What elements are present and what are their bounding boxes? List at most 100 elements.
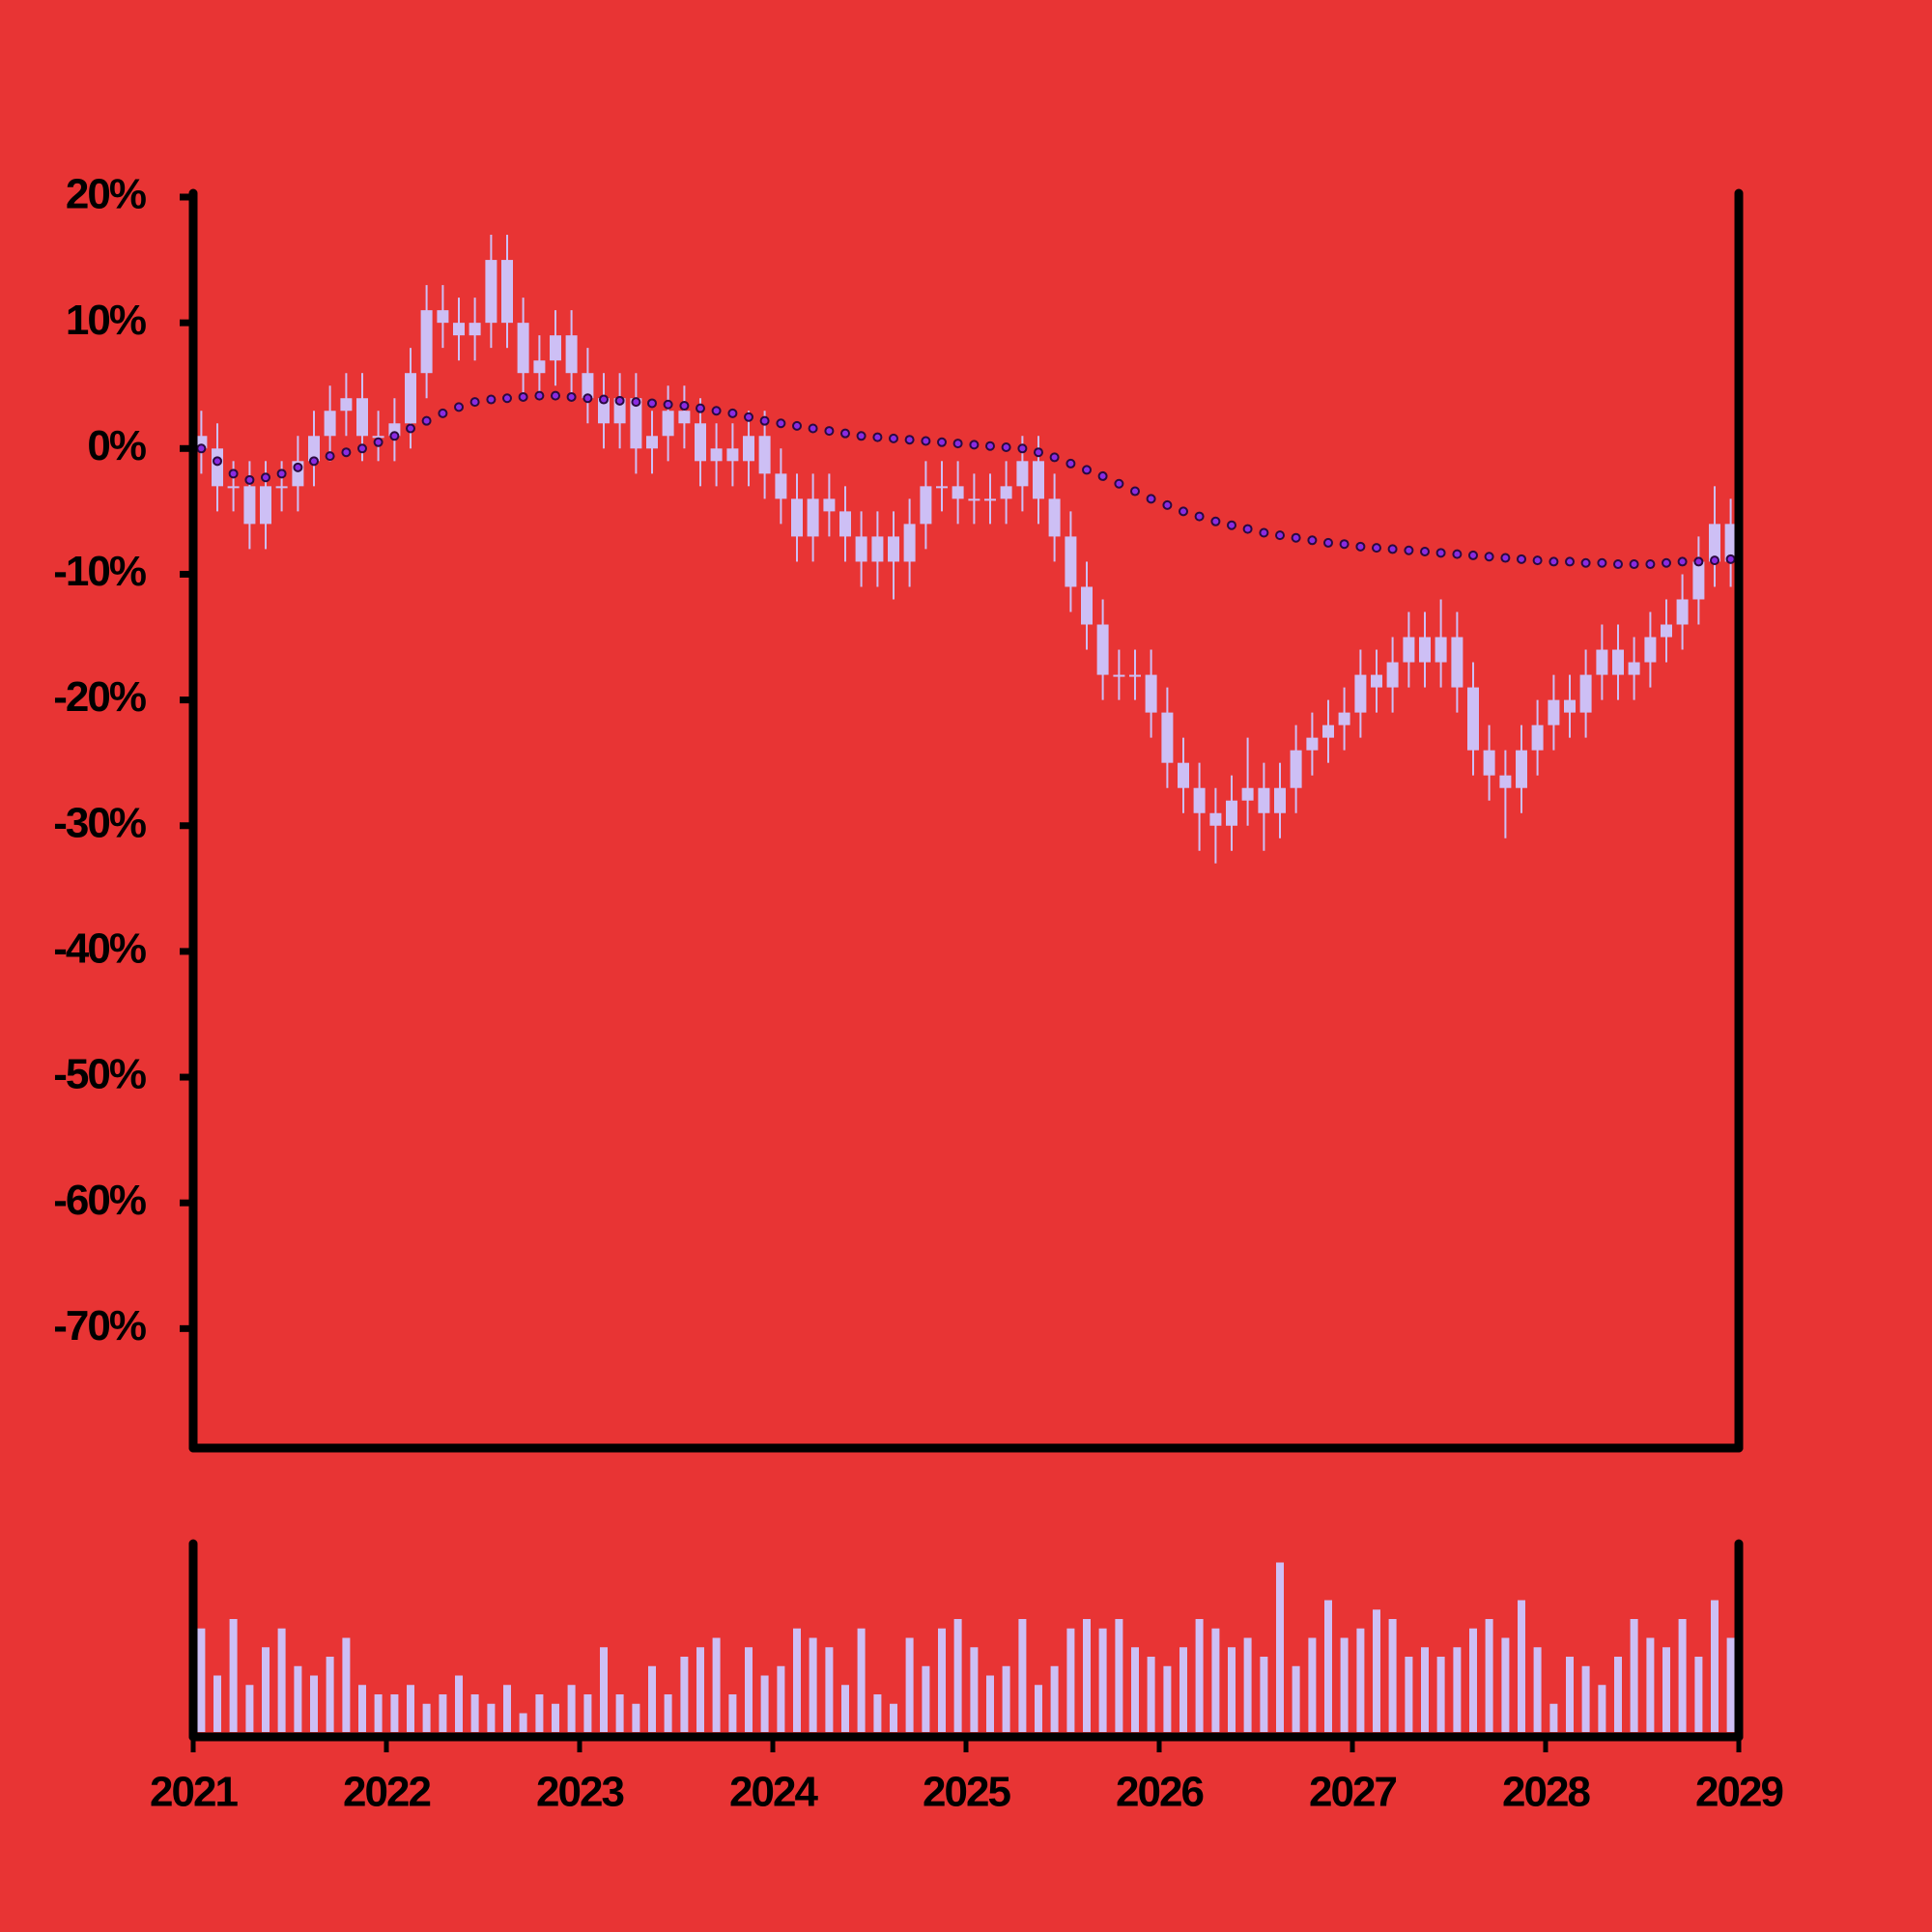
volume-bar — [922, 1665, 930, 1732]
volume-bar — [712, 1637, 721, 1732]
moving-average-point — [1065, 458, 1076, 469]
moving-average-point — [696, 403, 705, 413]
moving-average-point — [551, 390, 560, 401]
candle-body — [775, 473, 787, 499]
volume-bar — [1581, 1665, 1590, 1732]
moving-average-point — [454, 402, 464, 412]
moving-average-point — [1339, 539, 1350, 550]
x-tick-label: 2022 — [343, 1769, 430, 1816]
candle-body — [743, 436, 754, 462]
candle-body — [275, 486, 288, 489]
candle-body — [1483, 750, 1495, 776]
candle-body — [695, 423, 706, 462]
candle-body — [437, 310, 449, 324]
y-tick-label: -30% — [53, 799, 146, 846]
moving-average-point — [1387, 544, 1398, 554]
moving-average-point — [840, 428, 850, 439]
volume-bar — [1436, 1657, 1445, 1732]
moving-average-point — [1710, 555, 1719, 566]
volume-bar — [390, 1694, 399, 1732]
candle-body — [662, 411, 674, 437]
volume-bar — [857, 1628, 866, 1732]
volume-bar — [1469, 1628, 1477, 1732]
moving-average-point — [1468, 550, 1478, 560]
volume-bar — [1711, 1600, 1719, 1732]
volume-bar — [552, 1703, 559, 1732]
volume-bar — [439, 1694, 447, 1732]
moving-average-point — [921, 436, 931, 446]
volume-bar — [1308, 1637, 1317, 1732]
volume-bar — [455, 1675, 463, 1732]
candle-body — [1548, 699, 1560, 725]
volume-bar — [1147, 1657, 1155, 1732]
candle-body — [582, 373, 594, 399]
moving-average-point — [1307, 535, 1318, 546]
candle-body — [372, 436, 384, 439]
candle-body — [1451, 637, 1463, 688]
candle-body — [1564, 699, 1576, 713]
x-tick-label: 2026 — [1116, 1769, 1203, 1816]
volume-bar — [197, 1628, 206, 1732]
candle-body — [791, 498, 803, 537]
moving-average-point — [1049, 452, 1060, 463]
y-tick-label: 0% — [87, 422, 145, 469]
volume-bar — [953, 1619, 962, 1732]
moving-average-point — [1500, 553, 1511, 563]
volume-bar — [1549, 1703, 1558, 1732]
candle-body — [920, 486, 932, 525]
candle-body — [517, 323, 529, 374]
candle-body — [903, 524, 916, 562]
candle-body — [823, 498, 836, 512]
moving-average-point — [1565, 556, 1575, 567]
candle-body — [871, 536, 884, 562]
moving-average-point — [599, 394, 609, 405]
candle-body — [1033, 461, 1044, 499]
moving-average-point — [1194, 511, 1205, 522]
volume-bar — [213, 1675, 221, 1732]
moving-average-point — [1291, 532, 1301, 543]
moving-average-point — [1452, 549, 1463, 559]
volume-bar — [986, 1675, 994, 1732]
volume-bar — [825, 1647, 834, 1732]
volume-bar — [1292, 1665, 1300, 1732]
volume-bar — [1228, 1647, 1236, 1732]
moving-average-point — [985, 440, 995, 451]
moving-average-point — [1275, 530, 1285, 541]
volume-bar — [728, 1694, 737, 1732]
candle-body — [1209, 812, 1222, 826]
moving-average-point — [1484, 552, 1494, 562]
volume-bar — [470, 1694, 479, 1732]
moving-average-point — [1613, 559, 1623, 570]
candle-body — [710, 448, 723, 462]
volume-bar — [841, 1685, 849, 1732]
candle-body — [260, 486, 271, 525]
volume-bar — [1340, 1637, 1349, 1732]
moving-average-point — [1130, 486, 1140, 497]
volume-bar — [664, 1694, 672, 1732]
volume-bar — [1098, 1628, 1107, 1732]
candle-body — [1435, 637, 1447, 663]
volume-bar — [326, 1657, 334, 1732]
candle-body — [1419, 637, 1431, 663]
moving-average-point — [534, 390, 545, 401]
moving-average-point — [1034, 447, 1043, 458]
candle-body — [839, 511, 851, 537]
candle-body — [243, 486, 256, 525]
candle-body — [646, 436, 658, 449]
moving-average-point — [1146, 494, 1156, 504]
volume-bar — [1066, 1628, 1075, 1732]
moving-average-point — [309, 456, 319, 467]
y-tick-label: -60% — [53, 1177, 146, 1224]
moving-average-point — [1597, 557, 1607, 568]
moving-average-point — [1435, 548, 1446, 558]
candle-body — [1178, 762, 1189, 788]
volume-bar — [1501, 1637, 1510, 1732]
volume-panel — [197, 1562, 1735, 1732]
candle-body — [565, 335, 578, 374]
volume-bar — [696, 1647, 704, 1732]
volume-bar — [1131, 1647, 1139, 1732]
moving-average-point — [341, 447, 352, 458]
candle-body — [501, 260, 513, 324]
volume-bar — [294, 1665, 302, 1732]
